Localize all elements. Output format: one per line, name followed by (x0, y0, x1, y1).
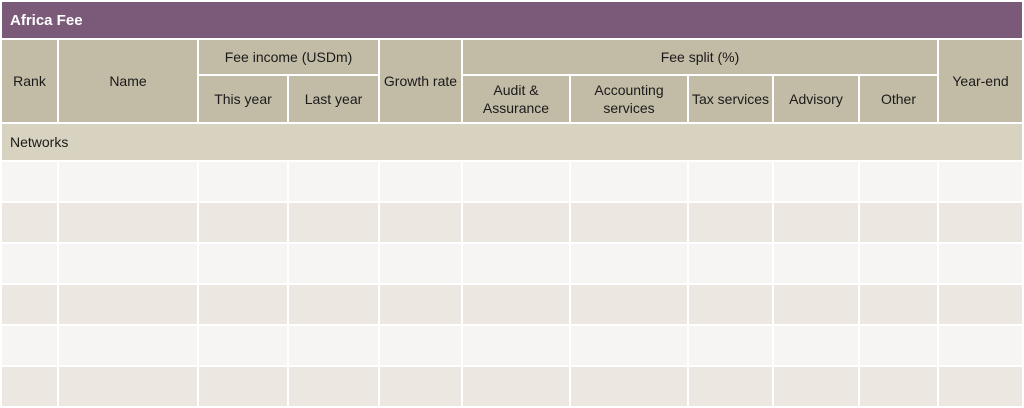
page-title: Africa Fee (2, 2, 1023, 38)
empty-cell-growth_rate (380, 244, 461, 283)
empty-cell-last_year (289, 326, 378, 365)
empty-cell-year_end (939, 203, 1023, 242)
empty-cell-growth_rate (380, 285, 461, 324)
empty-cell-advisory (774, 285, 858, 324)
table-row (2, 367, 1023, 406)
table-row (2, 203, 1023, 242)
empty-cell-rank (2, 203, 57, 242)
empty-cell-advisory (774, 367, 858, 406)
empty-cell-last_year (289, 367, 378, 406)
header-group-row: Rank Name Fee income (USDm) Growth rate … (2, 40, 1023, 122)
title-bar-row: Africa Fee (2, 2, 1023, 38)
empty-cell-year_end (939, 162, 1023, 201)
empty-cell-this_year (199, 162, 287, 201)
empty-cell-last_year (289, 162, 378, 201)
section-label-networks: Networks (2, 124, 1023, 160)
header-sub-row: This year Last year Audit & Assurance Ac… (2, 76, 1022, 122)
empty-cell-other (860, 244, 937, 283)
column-group-fee-income: Fee income (USDm) (199, 40, 378, 74)
empty-cell-other (860, 203, 937, 242)
empty-cell-growth_rate (380, 162, 461, 201)
empty-cell-growth_rate (380, 367, 461, 406)
column-header-accounting-services: Accounting services (571, 76, 687, 122)
empty-cell-name (59, 326, 197, 365)
empty-cell-this_year (199, 203, 287, 242)
empty-cell-accounting_services (571, 326, 687, 365)
empty-cell-this_year (199, 367, 287, 406)
column-header-tax-services: Tax services (689, 76, 772, 122)
empty-cell-accounting_services (571, 203, 687, 242)
empty-cell-tax_services (689, 285, 772, 324)
empty-cell-audit_assurance (463, 285, 569, 324)
empty-cell-accounting_services (571, 244, 687, 283)
empty-cell-name (59, 285, 197, 324)
empty-cell-rank (2, 244, 57, 283)
empty-cell-name (59, 203, 197, 242)
table-row (2, 244, 1023, 283)
table-row (2, 162, 1023, 201)
empty-cell-year_end (939, 244, 1023, 283)
empty-cell-tax_services (689, 162, 772, 201)
column-header-this-year: This year (199, 76, 287, 122)
empty-cell-other (860, 162, 937, 201)
empty-cell-audit_assurance (463, 326, 569, 365)
column-header-rank: Rank (2, 40, 57, 122)
column-header-other: Other (860, 76, 937, 122)
empty-cell-tax_services (689, 367, 772, 406)
column-header-audit-assurance: Audit & Assurance (463, 76, 569, 122)
table-row (2, 326, 1023, 365)
empty-cell-name (59, 367, 197, 406)
empty-cell-tax_services (689, 203, 772, 242)
empty-cell-year_end (939, 285, 1023, 324)
empty-cell-advisory (774, 203, 858, 242)
empty-cell-other (860, 367, 937, 406)
empty-cell-last_year (289, 244, 378, 283)
empty-cell-this_year (199, 285, 287, 324)
empty-cell-rank (2, 162, 57, 201)
empty-cell-growth_rate (380, 203, 461, 242)
empty-cell-audit_assurance (463, 367, 569, 406)
column-header-year-end: Year-end (939, 40, 1023, 122)
empty-cell-year_end (939, 326, 1023, 365)
empty-cell-other (860, 285, 937, 324)
table-row (2, 285, 1023, 324)
empty-cell-other (860, 326, 937, 365)
empty-cell-advisory (774, 162, 858, 201)
empty-cell-growth_rate (380, 326, 461, 365)
empty-cell-accounting_services (571, 367, 687, 406)
empty-cell-last_year (289, 203, 378, 242)
empty-cell-accounting_services (571, 285, 687, 324)
column-header-last-year: Last year (289, 76, 378, 122)
column-header-name: Name (59, 40, 197, 122)
empty-cell-name (59, 162, 197, 201)
empty-cell-tax_services (689, 244, 772, 283)
column-header-growth-rate: Growth rate (380, 40, 461, 122)
empty-cell-advisory (774, 326, 858, 365)
empty-cell-audit_assurance (463, 244, 569, 283)
empty-cell-this_year (199, 244, 287, 283)
empty-cell-rank (2, 285, 57, 324)
empty-cell-rank (2, 326, 57, 365)
column-header-advisory: Advisory (774, 76, 858, 122)
section-row-networks: Networks (2, 124, 1023, 160)
empty-cell-this_year (199, 326, 287, 365)
empty-cell-tax_services (689, 326, 772, 365)
empty-cell-name (59, 244, 197, 283)
column-group-fee-split: Fee split (%) (463, 40, 937, 74)
empty-cell-rank (2, 367, 57, 406)
empty-cell-advisory (774, 244, 858, 283)
empty-cell-last_year (289, 285, 378, 324)
empty-cell-audit_assurance (463, 203, 569, 242)
empty-cell-accounting_services (571, 162, 687, 201)
table-body: Networks (2, 124, 1023, 406)
empty-cell-year_end (939, 367, 1023, 406)
empty-cell-audit_assurance (463, 162, 569, 201)
